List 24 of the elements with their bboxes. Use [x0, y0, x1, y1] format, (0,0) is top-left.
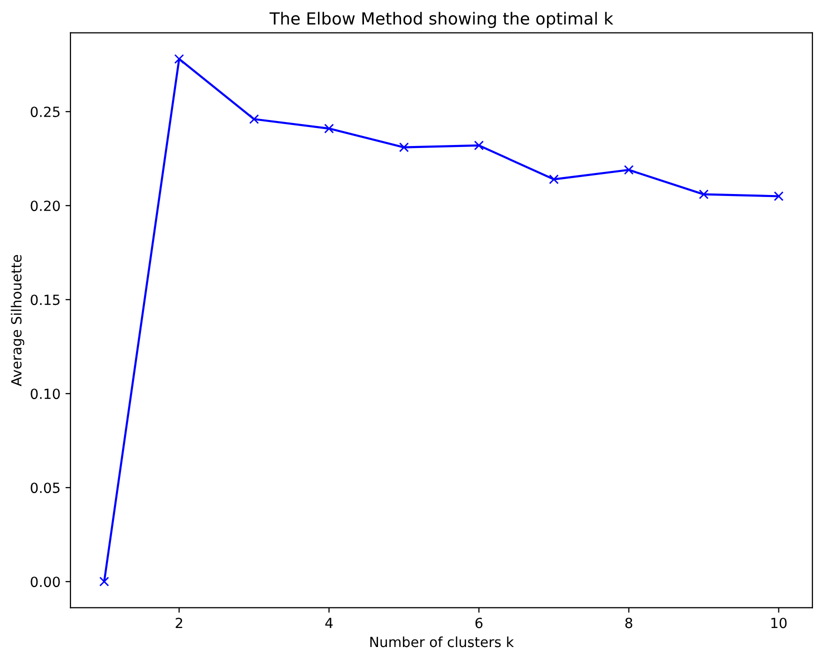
point: [624, 165, 634, 175]
x-tick-label: 6: [475, 618, 482, 628]
point: [549, 174, 559, 184]
point: [774, 191, 784, 202]
x-tick-label: 2: [176, 618, 182, 628]
x-tick-label: 10: [771, 618, 787, 628]
point: [99, 576, 110, 586]
chart-title: The Elbow Method showing the optimal k: [270, 12, 614, 28]
point: [399, 142, 409, 152]
point: [698, 189, 709, 200]
y-tick-label: 0.00: [30, 576, 60, 588]
y-tick-label: 0.15: [30, 294, 60, 306]
x-tick-label: 4: [325, 618, 333, 628]
y-tick-label: 0.05: [30, 482, 60, 494]
x-axis-title: Number of clusters k: [370, 636, 514, 648]
point: [324, 124, 334, 134]
y-tick-label: 0.10: [30, 388, 60, 400]
x-tick-label: 8: [625, 618, 632, 628]
y-axis-title: Average Silhouette: [10, 254, 24, 386]
point: [249, 114, 259, 124]
point: [474, 140, 484, 150]
point: [174, 54, 184, 64]
y-tick-label: 0.25: [30, 106, 60, 118]
y-tick-label: 0.20: [30, 200, 60, 212]
